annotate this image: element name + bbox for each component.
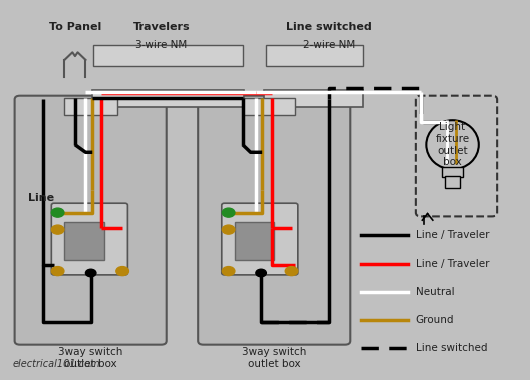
Bar [442, 167, 463, 177]
Text: Line / Traveler: Line / Traveler [416, 230, 489, 240]
Text: 3-wire NM: 3-wire NM [135, 40, 188, 51]
Circle shape [51, 225, 64, 234]
Bar [264, 90, 364, 107]
Circle shape [51, 267, 64, 276]
Text: Ground: Ground [416, 315, 454, 325]
Text: electrical101.com: electrical101.com [13, 358, 100, 369]
Circle shape [85, 269, 96, 277]
Text: Light
fixture
outlet
box: Light fixture outlet box [436, 122, 470, 167]
Bar [235, 222, 274, 260]
Text: 2-wire NM: 2-wire NM [303, 40, 356, 51]
FancyBboxPatch shape [198, 96, 350, 345]
Ellipse shape [426, 120, 479, 169]
Circle shape [51, 208, 64, 217]
Circle shape [222, 267, 235, 276]
Text: Neutral: Neutral [416, 287, 454, 297]
Text: Line switched: Line switched [416, 344, 488, 353]
Text: To Panel: To Panel [49, 22, 101, 32]
Bar [445, 176, 461, 188]
Circle shape [116, 267, 128, 276]
Circle shape [256, 269, 267, 277]
Text: Line: Line [28, 193, 54, 203]
Bar [65, 222, 104, 260]
Circle shape [222, 225, 235, 234]
Text: 3way switch
outlet box: 3way switch outlet box [242, 347, 306, 369]
Circle shape [222, 208, 235, 217]
Circle shape [285, 267, 298, 276]
Bar [92, 90, 244, 107]
Text: Line switched: Line switched [286, 22, 372, 32]
Bar [243, 98, 295, 114]
Bar [65, 98, 117, 114]
FancyBboxPatch shape [222, 203, 298, 275]
FancyBboxPatch shape [93, 45, 243, 65]
Text: Line / Traveler: Line / Traveler [416, 258, 489, 269]
FancyBboxPatch shape [15, 96, 167, 345]
FancyBboxPatch shape [51, 203, 127, 275]
FancyBboxPatch shape [267, 45, 364, 65]
Text: Travelers: Travelers [132, 22, 190, 32]
Text: 3way switch
outlet box: 3way switch outlet box [58, 347, 123, 369]
